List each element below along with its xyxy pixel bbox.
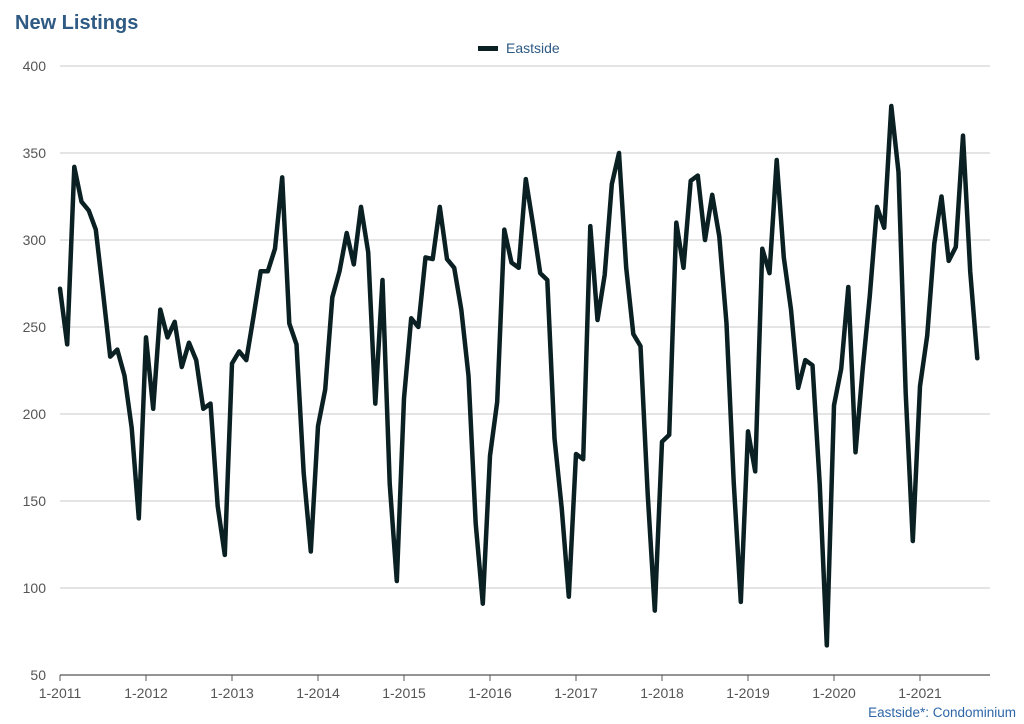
x-tick-label: 1-2020: [812, 685, 856, 701]
series-layer: [57, 103, 980, 648]
y-tick-label: 400: [23, 58, 47, 74]
legend-label-eastside: Eastside: [506, 40, 560, 56]
x-tick-label: 1-2017: [554, 685, 598, 701]
legend-swatch-eastside: [478, 45, 498, 51]
x-tick-label: 1-2016: [468, 685, 512, 701]
chart-title: New Listings: [15, 12, 139, 34]
y-tick-label: 200: [23, 406, 47, 422]
y-tick-label: 350: [23, 145, 47, 161]
x-axis: 1-2011 1-2012 1-2013 1-2014 1-2015 1-2016 1-20…: [39, 674, 990, 701]
y-tick-label: 50: [30, 667, 46, 683]
gridlines: [60, 65, 990, 589]
x-tick-label: 1-2014: [296, 685, 340, 701]
y-axis-ticks: 50 100 150 200 250 300 350 400: [23, 58, 47, 683]
legend: Eastside: [478, 40, 560, 56]
x-tick-label: 1-2015: [382, 685, 426, 701]
y-tick-label: 150: [23, 493, 47, 509]
x-tick-label: 1-2021: [898, 685, 942, 701]
y-tick-label: 250: [23, 319, 47, 335]
x-tick-label: 1-2019: [726, 685, 770, 701]
x-tick-label: 1-2018: [640, 685, 684, 701]
y-tick-label: 300: [23, 232, 47, 248]
x-tick-label: 1-2013: [210, 685, 254, 701]
y-tick-label: 100: [23, 580, 47, 596]
x-tick-label: 1-2011: [39, 685, 82, 701]
x-tick-label: 1-2012: [124, 685, 168, 701]
series-line-eastside: [57, 103, 980, 648]
footnote: Eastside*: Condominium: [868, 705, 1016, 720]
